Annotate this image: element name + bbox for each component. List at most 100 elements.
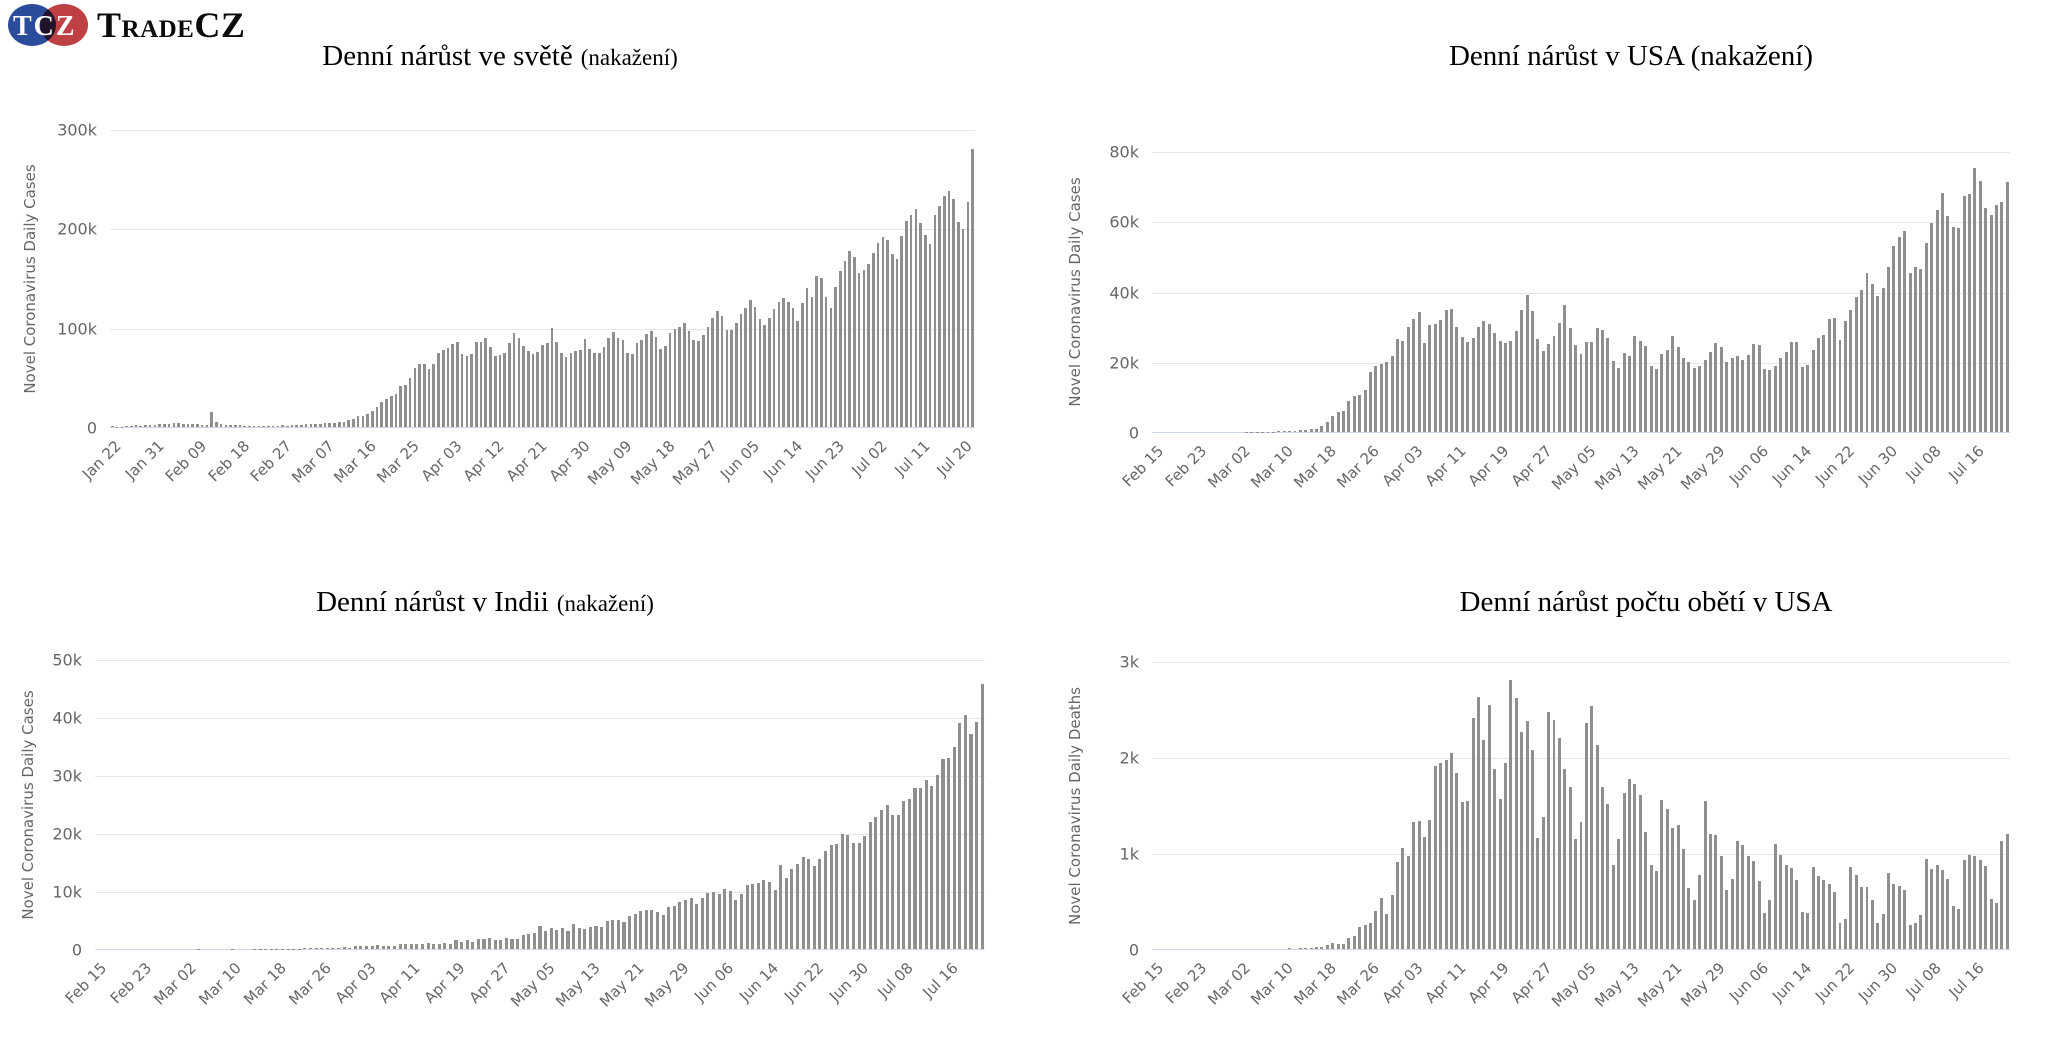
bar[interactable]	[144, 425, 147, 427]
bar[interactable]	[560, 352, 563, 427]
bar[interactable]	[1784, 865, 1788, 949]
bar[interactable]	[517, 338, 521, 427]
bar[interactable]	[111, 426, 114, 427]
bar[interactable]	[1849, 867, 1853, 949]
bar[interactable]	[1530, 750, 1534, 949]
bar[interactable]	[1638, 341, 1642, 432]
bar[interactable]	[1930, 222, 1934, 432]
bar[interactable]	[853, 256, 856, 427]
bar[interactable]	[1439, 762, 1443, 949]
bar[interactable]	[622, 922, 626, 949]
bar[interactable]	[1806, 912, 1810, 949]
bar[interactable]	[521, 935, 525, 949]
bar[interactable]	[583, 928, 587, 949]
bar[interactable]	[1568, 786, 1572, 949]
bar[interactable]	[1827, 318, 1831, 432]
bar[interactable]	[1320, 947, 1324, 949]
bar[interactable]	[504, 937, 508, 949]
bar[interactable]	[723, 888, 727, 949]
bar[interactable]	[1309, 429, 1313, 432]
bar[interactable]	[1779, 854, 1783, 949]
bar[interactable]	[1978, 859, 1982, 949]
bar[interactable]	[602, 347, 606, 427]
bar[interactable]	[1428, 324, 1432, 432]
bar[interactable]	[812, 866, 816, 949]
bar[interactable]	[1903, 890, 1907, 949]
bar[interactable]	[1816, 876, 1820, 949]
bar[interactable]	[1331, 416, 1335, 432]
bar[interactable]	[1703, 801, 1707, 949]
bar[interactable]	[706, 893, 710, 949]
bar[interactable]	[1968, 193, 1971, 432]
bar[interactable]	[1309, 948, 1313, 949]
bar[interactable]	[1795, 342, 1799, 432]
bar[interactable]	[1595, 744, 1599, 949]
bar[interactable]	[331, 947, 335, 949]
bar[interactable]	[1725, 361, 1729, 432]
bar[interactable]	[1951, 227, 1955, 432]
bar[interactable]	[1919, 915, 1923, 949]
bar[interactable]	[352, 418, 355, 427]
bar[interactable]	[1860, 289, 1864, 432]
bar[interactable]	[1471, 717, 1475, 949]
bar[interactable]	[392, 945, 396, 949]
bar[interactable]	[1606, 804, 1610, 949]
bar[interactable]	[796, 320, 800, 427]
bar[interactable]	[763, 325, 766, 427]
bar[interactable]	[1887, 266, 1891, 432]
bar[interactable]	[285, 425, 289, 427]
bar[interactable]	[1342, 410, 1346, 432]
bar[interactable]	[701, 334, 705, 427]
bar[interactable]	[437, 352, 440, 427]
bar[interactable]	[1325, 945, 1329, 949]
bar[interactable]	[1757, 344, 1761, 432]
bar[interactable]	[1288, 948, 1292, 949]
bar[interactable]	[928, 243, 932, 427]
bar[interactable]	[325, 948, 329, 949]
bar[interactable]	[238, 425, 242, 427]
bar[interactable]	[969, 733, 973, 949]
bar[interactable]	[125, 426, 128, 427]
bar[interactable]	[451, 344, 454, 427]
bar[interactable]	[1779, 357, 1783, 432]
bar[interactable]	[555, 929, 559, 949]
bar[interactable]	[394, 393, 398, 427]
bar[interactable]	[441, 349, 445, 427]
bar[interactable]	[795, 863, 800, 949]
tradecz-logo[interactable]: TCZ TradeCZ	[6, 2, 245, 48]
bar[interactable]	[1536, 338, 1540, 432]
bar[interactable]	[1541, 816, 1545, 949]
bar[interactable]	[840, 833, 844, 949]
bar[interactable]	[1676, 347, 1680, 432]
bar[interactable]	[1773, 844, 1777, 949]
bar[interactable]	[919, 788, 923, 949]
bar[interactable]	[163, 424, 166, 427]
bar[interactable]	[717, 894, 721, 949]
bar[interactable]	[366, 413, 369, 427]
bar[interactable]	[1628, 779, 1632, 949]
bar[interactable]	[1579, 822, 1583, 949]
bar[interactable]	[649, 331, 653, 427]
bar[interactable]	[1698, 875, 1702, 949]
bar[interactable]	[1800, 911, 1804, 949]
bar[interactable]	[1962, 195, 1966, 432]
bar[interactable]	[1460, 336, 1464, 432]
bar[interactable]	[1401, 848, 1405, 949]
bar[interactable]	[1784, 351, 1788, 432]
bar[interactable]	[1870, 284, 1874, 432]
bar[interactable]	[1816, 337, 1820, 432]
bar[interactable]	[616, 919, 620, 949]
bar[interactable]	[744, 307, 748, 427]
bar[interactable]	[1930, 869, 1934, 949]
bar[interactable]	[1417, 821, 1421, 949]
bar[interactable]	[574, 350, 577, 427]
bar[interactable]	[1433, 323, 1437, 432]
bar[interactable]	[1617, 368, 1621, 432]
bar[interactable]	[1601, 330, 1605, 432]
bar[interactable]	[777, 301, 781, 427]
bar[interactable]	[1978, 180, 1982, 432]
bar[interactable]	[448, 943, 452, 949]
bar[interactable]	[1860, 886, 1864, 949]
bar[interactable]	[1423, 836, 1426, 949]
bar[interactable]	[1401, 341, 1405, 432]
